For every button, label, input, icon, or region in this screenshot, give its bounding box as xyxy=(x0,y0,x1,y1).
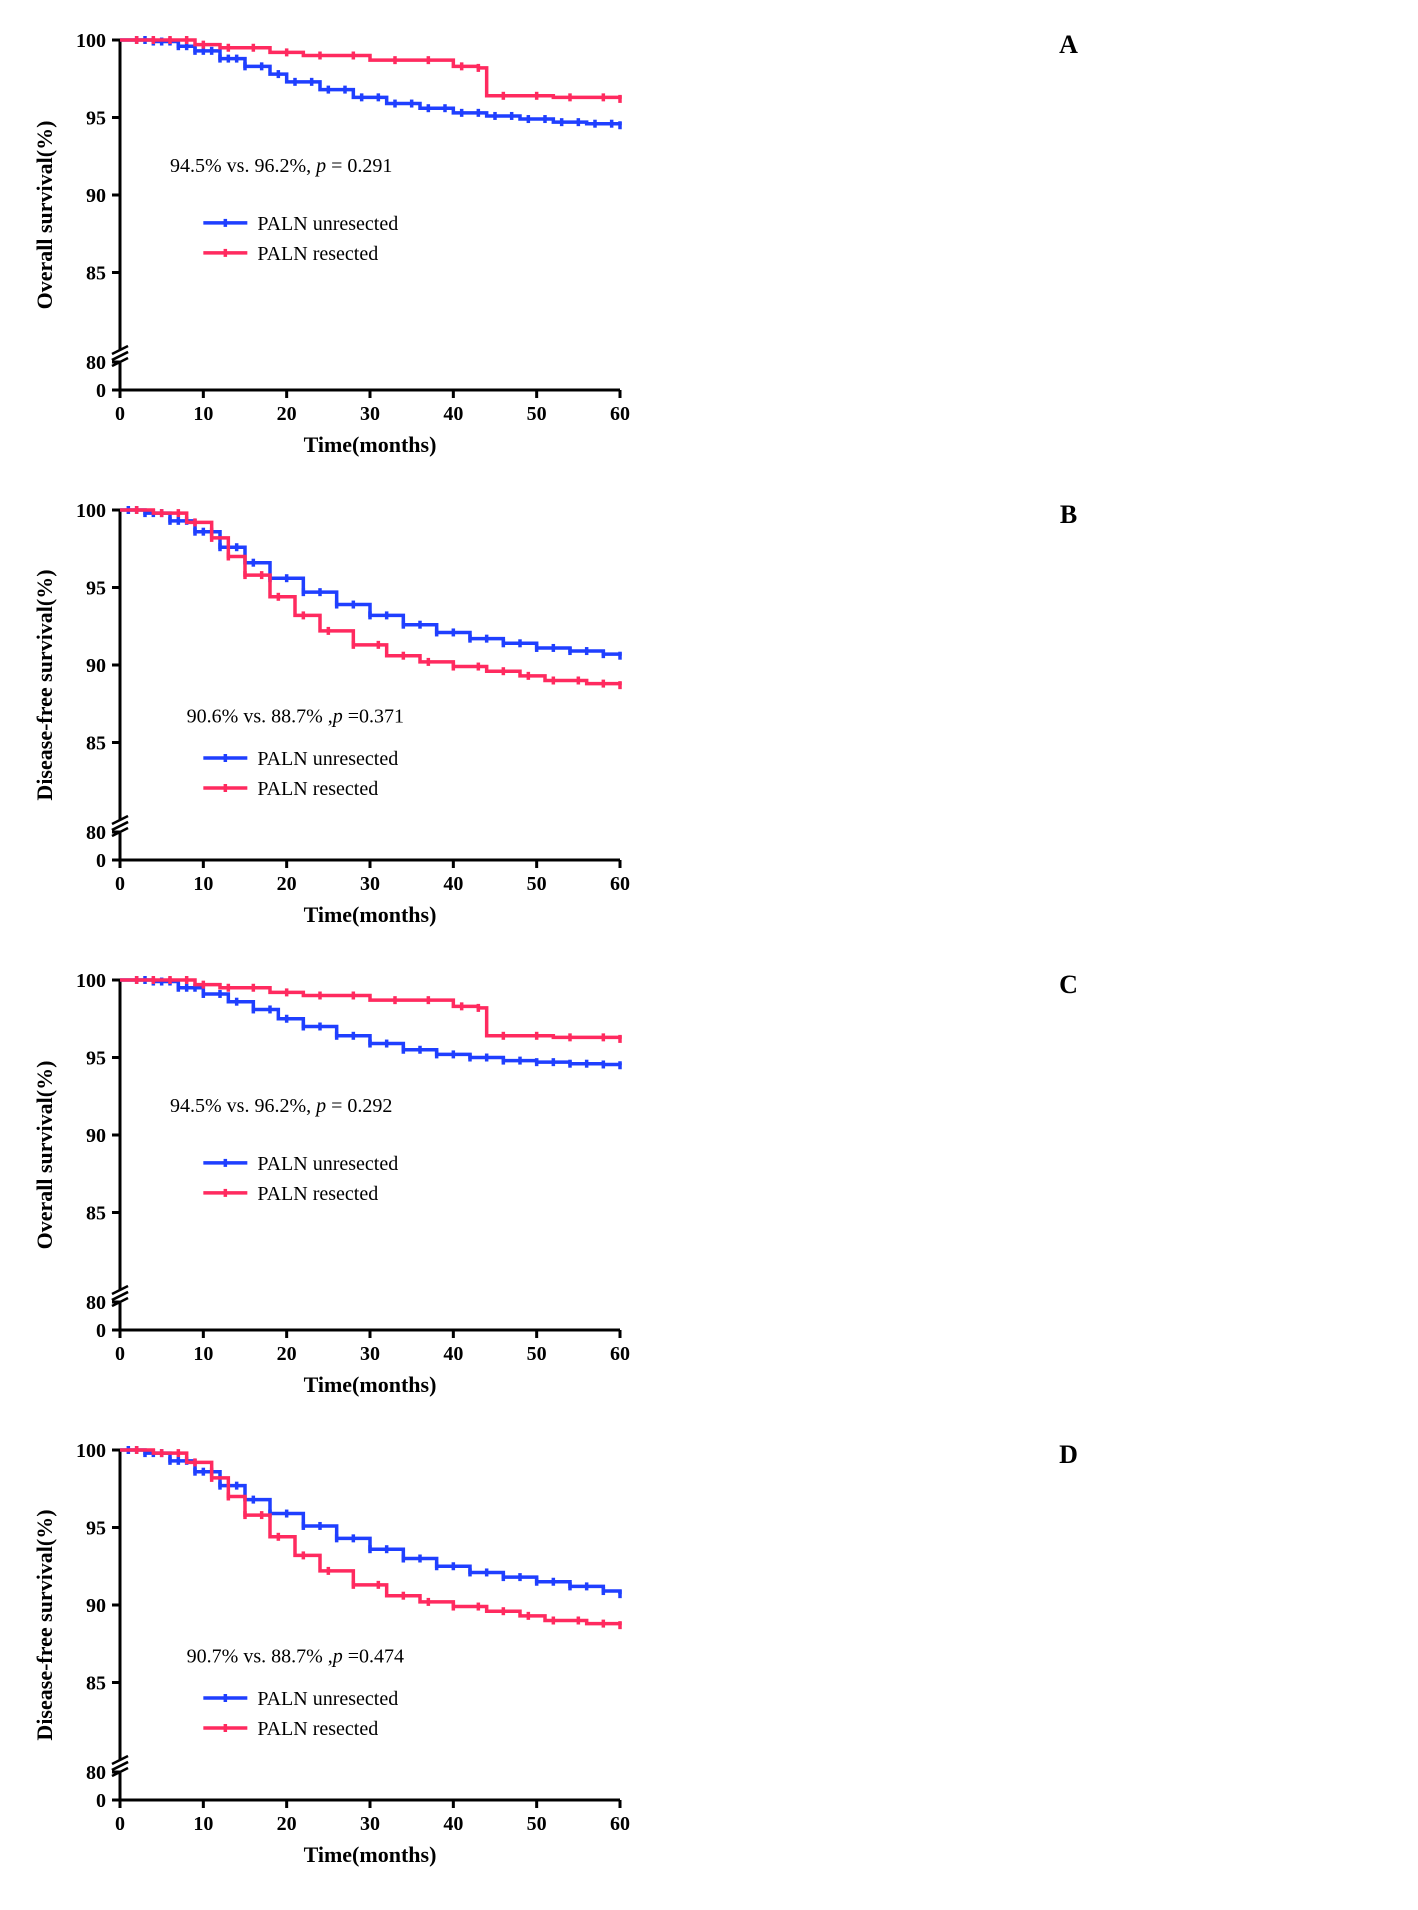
svg-text:PALN unresected: PALN unresected xyxy=(257,1688,398,1710)
svg-text:Time(months): Time(months) xyxy=(304,902,437,927)
svg-text:50: 50 xyxy=(527,1813,547,1835)
svg-text:PALN resected: PALN resected xyxy=(257,778,378,800)
svg-text:30: 30 xyxy=(360,873,380,895)
svg-text:85: 85 xyxy=(86,733,106,755)
svg-text:90: 90 xyxy=(86,185,106,207)
panel-c: 0 10 20 30 40 50 60 Time(months) 0 80 85 90 95 100 Ove… xyxy=(20,960,679,1420)
svg-text:40: 40 xyxy=(443,1343,463,1365)
svg-text:85: 85 xyxy=(86,1673,106,1695)
svg-text:30: 30 xyxy=(360,1813,380,1835)
svg-text:PALN unresected: PALN unresected xyxy=(257,748,398,770)
svg-text:10: 10 xyxy=(193,873,213,895)
svg-text:Overall survival(%): Overall survival(%) xyxy=(32,1061,57,1250)
svg-text:10: 10 xyxy=(193,1343,213,1365)
svg-text:60: 60 xyxy=(610,1813,630,1835)
km-chart-b: 0 10 20 30 40 50 60 Time(months) 0 80 85 90 95 100 Dis… xyxy=(20,490,640,950)
svg-text:0: 0 xyxy=(115,403,125,425)
svg-text:Time(months): Time(months) xyxy=(304,1842,437,1867)
svg-text:80: 80 xyxy=(86,1762,106,1784)
svg-text:Disease-free survival(%): Disease-free survival(%) xyxy=(32,1509,57,1740)
svg-text:94.5% vs. 96.2%, p = 0.292: 94.5% vs. 96.2%, p = 0.292 xyxy=(170,1095,392,1117)
km-chart-d: 0 10 20 30 40 50 60 Time(months) 0 80 85 90 95 100 Dis… xyxy=(20,1430,640,1890)
svg-text:60: 60 xyxy=(610,1343,630,1365)
svg-text:0: 0 xyxy=(96,1320,106,1342)
svg-text:0: 0 xyxy=(96,380,106,402)
svg-text:10: 10 xyxy=(193,403,213,425)
svg-text:100: 100 xyxy=(76,500,106,522)
svg-text:95: 95 xyxy=(86,1048,106,1070)
svg-text:30: 30 xyxy=(360,403,380,425)
km-chart-a: 0 10 20 30 40 50 60 Time(months) 0 80 85 90 95 100 Ove… xyxy=(20,20,640,480)
svg-text:0: 0 xyxy=(115,1343,125,1365)
svg-text:100: 100 xyxy=(76,970,106,992)
svg-text:PALN resected: PALN resected xyxy=(257,1183,378,1205)
svg-text:0: 0 xyxy=(115,1813,125,1835)
svg-text:95: 95 xyxy=(86,108,106,130)
svg-text:80: 80 xyxy=(86,1292,106,1314)
svg-text:40: 40 xyxy=(443,873,463,895)
svg-text:90: 90 xyxy=(86,1595,106,1617)
svg-text:50: 50 xyxy=(527,1343,547,1365)
svg-text:20: 20 xyxy=(277,873,297,895)
panel-label-c: C xyxy=(739,970,1398,1370)
svg-text:Overall survival(%): Overall survival(%) xyxy=(32,121,57,310)
svg-text:90.7% vs. 88.7% ,p =0.474: 90.7% vs. 88.7% ,p =0.474 xyxy=(187,1645,404,1667)
svg-text:90: 90 xyxy=(86,1125,106,1147)
svg-text:60: 60 xyxy=(610,403,630,425)
svg-text:PALN unresected: PALN unresected xyxy=(257,1153,398,1175)
svg-text:PALN unresected: PALN unresected xyxy=(257,213,398,235)
svg-text:90: 90 xyxy=(86,655,106,677)
km-chart-c: 0 10 20 30 40 50 60 Time(months) 0 80 85 90 95 100 Ove… xyxy=(20,960,640,1420)
svg-text:50: 50 xyxy=(527,873,547,895)
svg-text:80: 80 xyxy=(86,822,106,844)
panel-a: 0 10 20 30 40 50 60 Time(months) 0 80 85 90 95 100 Ove… xyxy=(20,20,679,480)
svg-text:50: 50 xyxy=(527,403,547,425)
svg-text:100: 100 xyxy=(76,1440,106,1462)
svg-text:30: 30 xyxy=(360,1343,380,1365)
panel-label-a: A xyxy=(739,30,1398,430)
panel-label-d: D xyxy=(739,1440,1398,1840)
svg-text:Time(months): Time(months) xyxy=(304,432,437,457)
svg-text:PALN resected: PALN resected xyxy=(257,243,378,265)
svg-text:40: 40 xyxy=(443,1813,463,1835)
svg-text:60: 60 xyxy=(610,873,630,895)
svg-text:94.5% vs. 96.2%, p = 0.291: 94.5% vs. 96.2%, p = 0.291 xyxy=(170,155,392,177)
svg-text:0: 0 xyxy=(96,1790,106,1812)
svg-text:80: 80 xyxy=(86,352,106,374)
svg-text:0: 0 xyxy=(115,873,125,895)
svg-text:85: 85 xyxy=(86,1203,106,1225)
panel-b: 0 10 20 30 40 50 60 Time(months) 0 80 85 90 95 100 Dis… xyxy=(20,490,679,950)
svg-text:40: 40 xyxy=(443,403,463,425)
svg-text:95: 95 xyxy=(86,578,106,600)
svg-text:20: 20 xyxy=(277,403,297,425)
svg-text:20: 20 xyxy=(277,1343,297,1365)
svg-text:Disease-free survival(%): Disease-free survival(%) xyxy=(32,569,57,800)
svg-text:10: 10 xyxy=(193,1813,213,1835)
svg-text:90.6% vs. 88.7% ,p =0.371: 90.6% vs. 88.7% ,p =0.371 xyxy=(187,705,404,727)
svg-text:20: 20 xyxy=(277,1813,297,1835)
svg-text:PALN resected: PALN resected xyxy=(257,1718,378,1740)
svg-text:95: 95 xyxy=(86,1518,106,1540)
svg-text:0: 0 xyxy=(96,850,106,872)
svg-text:85: 85 xyxy=(86,263,106,285)
svg-text:Time(months): Time(months) xyxy=(304,1372,437,1397)
svg-text:100: 100 xyxy=(76,30,106,52)
panel-d: 0 10 20 30 40 50 60 Time(months) 0 80 85 90 95 100 Dis… xyxy=(20,1430,679,1890)
panel-label-b: B xyxy=(739,500,1398,900)
